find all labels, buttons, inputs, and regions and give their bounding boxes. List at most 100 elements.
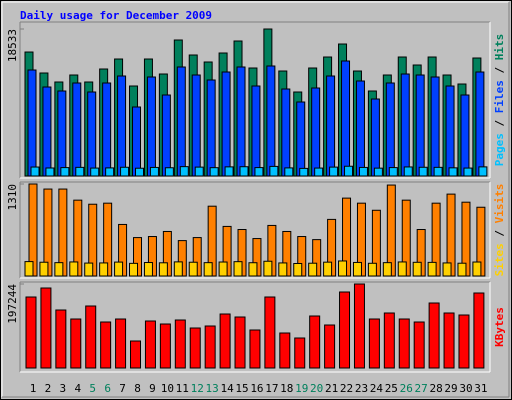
bar xyxy=(314,167,324,177)
bar xyxy=(40,287,52,369)
bar xyxy=(294,337,306,369)
x-tick-label: 13 xyxy=(206,382,219,395)
x-tick-label: 24 xyxy=(370,382,384,395)
bar xyxy=(144,320,156,369)
bar xyxy=(460,94,470,177)
bar xyxy=(415,74,425,177)
legend-entry: Files xyxy=(493,80,506,113)
x-tick-label: 8 xyxy=(134,382,141,395)
legend-separator: / xyxy=(493,60,506,80)
bar xyxy=(234,316,246,369)
bar xyxy=(39,261,49,277)
bar xyxy=(430,76,440,177)
bar xyxy=(149,166,159,177)
bar xyxy=(266,65,276,177)
bar xyxy=(99,262,109,277)
bar xyxy=(102,82,112,177)
bar xyxy=(45,167,55,177)
x-tick-label: 10 xyxy=(161,382,174,395)
bar xyxy=(281,88,291,177)
bar xyxy=(355,80,365,177)
bar xyxy=(412,261,422,277)
legend-entry: Pages xyxy=(493,133,506,166)
x-tick-label: 29 xyxy=(444,382,457,395)
y-tick-label: 1310 xyxy=(6,184,19,211)
bar xyxy=(209,167,219,177)
bar xyxy=(114,261,124,277)
bar xyxy=(221,71,231,177)
bar xyxy=(324,324,336,369)
bar xyxy=(146,76,156,177)
bar xyxy=(30,166,40,177)
bar xyxy=(174,319,186,369)
bar xyxy=(129,262,139,277)
bar xyxy=(158,262,168,277)
bar xyxy=(373,167,383,177)
bar xyxy=(117,75,127,177)
bar xyxy=(143,262,153,277)
bar xyxy=(418,166,428,177)
x-tick-label: 30 xyxy=(459,382,472,395)
bar xyxy=(130,340,142,369)
x-tick-label: 20 xyxy=(310,382,323,395)
bar xyxy=(458,314,470,369)
x-tick-label: 3 xyxy=(60,382,67,395)
x-tick-label: 5 xyxy=(89,382,96,395)
bar xyxy=(236,66,246,177)
bar xyxy=(263,260,273,277)
bar xyxy=(368,318,380,369)
bar xyxy=(308,262,318,277)
bar xyxy=(448,167,458,177)
bar xyxy=(427,261,437,277)
bar xyxy=(254,167,264,177)
x-tick-label: 9 xyxy=(149,382,156,395)
bar xyxy=(191,74,201,177)
chart-title: Daily usage for December 2009 xyxy=(20,9,212,22)
bar xyxy=(54,262,64,277)
bar xyxy=(385,82,395,177)
bar xyxy=(120,166,130,177)
bar xyxy=(398,318,410,369)
bar xyxy=(60,167,70,177)
bar xyxy=(218,261,228,277)
bar xyxy=(24,261,34,277)
x-tick-label: 28 xyxy=(429,382,442,395)
x-tick-label: 23 xyxy=(355,382,368,395)
bar xyxy=(344,165,354,177)
legend-entry: Visits xyxy=(493,184,506,224)
x-tick-label: 11 xyxy=(176,382,189,395)
bar xyxy=(403,166,413,177)
x-tick-label: 26 xyxy=(400,382,413,395)
bar xyxy=(203,262,213,277)
x-tick-label: 18 xyxy=(280,382,293,395)
bar xyxy=(70,318,82,369)
bar xyxy=(161,94,171,177)
bar xyxy=(239,166,249,177)
legend-entry: Hits xyxy=(493,34,506,61)
bar xyxy=(179,166,189,177)
bar xyxy=(478,166,488,177)
bar xyxy=(370,98,380,177)
bar xyxy=(367,262,377,277)
bar xyxy=(176,66,186,177)
bar xyxy=(279,332,291,369)
bar xyxy=(457,262,467,277)
bar xyxy=(339,291,351,369)
bar xyxy=(443,312,455,369)
bar xyxy=(293,262,303,277)
bar xyxy=(284,167,294,177)
x-tick-label: 2 xyxy=(45,382,52,395)
bar xyxy=(159,323,171,369)
bar xyxy=(188,261,198,277)
bar xyxy=(251,85,261,177)
bar xyxy=(164,167,174,177)
bar xyxy=(25,296,37,369)
y-tick-label: 18533 xyxy=(6,29,19,62)
x-tick-label: 22 xyxy=(340,382,353,395)
bar xyxy=(383,312,395,369)
bar xyxy=(264,296,276,369)
bar xyxy=(445,85,455,177)
bar xyxy=(55,309,67,369)
